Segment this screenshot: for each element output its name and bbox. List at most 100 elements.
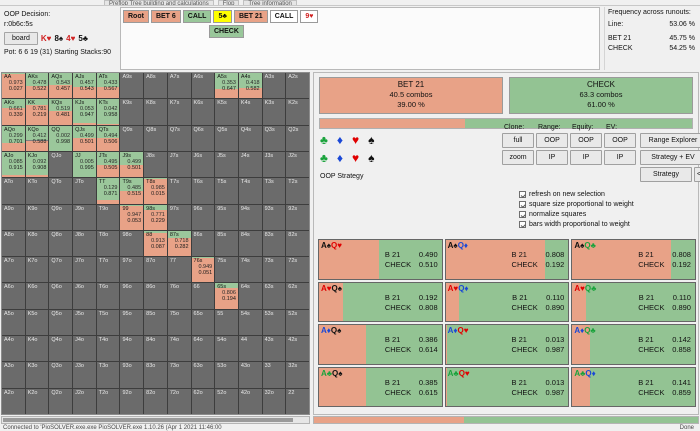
board-button[interactable]: board — [4, 32, 38, 45]
matrix-cell-TT[interactable]: TT 0.129 0.871 — [96, 178, 120, 204]
matrix-cell-J3o[interactable]: J3o — [73, 362, 96, 388]
matrix-cell-J8s[interactable]: J8s — [144, 151, 167, 178]
collapse-button[interactable]: < — [694, 167, 700, 182]
matrix-cell-Q4o[interactable]: Q4o — [49, 336, 73, 362]
matrix-cell-75o[interactable]: 75o — [167, 309, 191, 336]
matrix-cell-82o[interactable]: 82o — [144, 388, 167, 414]
matrix-cell-QJs[interactable]: QJs 0.499 0.501 — [73, 125, 96, 151]
combo-cell-AcQs[interactable]: A♣Q♠ B 21 0.385 CHECK 0.615 — [318, 366, 443, 407]
matrix-cell-74s[interactable]: 74s — [238, 257, 262, 283]
equity-ip-button[interactable]: IP — [570, 150, 602, 165]
matrix-cell-ATo[interactable]: ATo — [2, 178, 25, 204]
matrix-cell-93o[interactable]: 93o — [120, 362, 144, 388]
matrix-cell-T7o[interactable]: T7o — [96, 257, 120, 283]
combo-strategy-grid[interactable]: A♠Q♥ B 21 0.490 CHECK 0.510 A♠Q♦ B 21 0.808 CHEC… — [318, 239, 696, 407]
matrix-cell-63s[interactable]: 63s — [262, 283, 286, 309]
matrix-cell-JTs[interactable]: JTs 0.495 0.505 — [96, 151, 120, 178]
matrix-cell-QTs[interactable]: QTs 0.494 0.506 — [96, 125, 120, 151]
matrix-cell-54o[interactable]: 54o — [215, 336, 238, 362]
matrix-cell-T5o[interactable]: T5o — [96, 309, 120, 336]
matrix-cell-97o[interactable]: 97o — [120, 257, 144, 283]
matrix-cell-87o[interactable]: 87o — [144, 257, 167, 283]
matrix-cell-KQo[interactable]: KQo 0.412 0.588 — [25, 125, 49, 151]
matrix-cell-K6o[interactable]: K6o — [25, 283, 49, 309]
action-box-bet[interactable]: BET 21 40.5 combos 39.00 % — [319, 77, 503, 114]
matrix-cell-Q5s[interactable]: Q5s — [215, 125, 238, 151]
combo-cell-AsQc[interactable]: A♠Q♣ B 21 0.808 CHECK 0.192 — [571, 239, 696, 280]
matrix-cell-55[interactable]: 55 — [215, 309, 238, 336]
tree-node-5-[interactable]: 5♣ — [213, 10, 232, 23]
matrix-cell-Q4s[interactable]: Q4s — [238, 125, 262, 151]
matrix-cell-A9o[interactable]: A9o — [2, 204, 25, 230]
club-suit-icon[interactable]: ♣ — [320, 151, 328, 165]
matrix-cell-K5s[interactable]: K5s — [215, 99, 238, 125]
matrix-cell-Q9o[interactable]: Q9o — [49, 204, 73, 230]
matrix-cell-84s[interactable]: 84s — [238, 230, 262, 257]
matrix-cell-A8o[interactable]: A8o — [2, 230, 25, 257]
matrix-cell-KJs[interactable]: KJs 0.053 0.947 — [73, 99, 96, 125]
matrix-cell-AKs[interactable]: AKs 0.478 0.522 — [25, 73, 49, 99]
matrix-cell-32s[interactable]: 32s — [286, 362, 309, 388]
matrix-cell-K4o[interactable]: K4o — [25, 336, 49, 362]
matrix-cell-KTs[interactable]: KTs 0.042 0.958 — [96, 99, 120, 125]
matrix-cell-T6s[interactable]: T6s — [191, 178, 215, 204]
matrix-cell-T2o[interactable]: T2o — [96, 388, 120, 414]
diamond-suit-icon[interactable]: ♦ — [336, 133, 343, 147]
combo-cell-AcQh[interactable]: A♣Q♥ B 21 0.013 CHECK 0.987 — [444, 366, 570, 407]
matrix-cell-J6s[interactable]: J6s — [191, 151, 215, 178]
tree-node-9-[interactable]: 9♥ — [300, 10, 319, 23]
matrix-cell-Q6o[interactable]: Q6o — [49, 283, 73, 309]
club-suit-icon[interactable]: ♣ — [320, 133, 328, 147]
matrix-cell-88[interactable]: 88 0.913 0.087 — [144, 230, 167, 257]
matrix-cell-32o[interactable]: 32o — [262, 388, 286, 414]
matrix-cell-42s[interactable]: 42s — [286, 336, 309, 362]
matrix-cell-J8o[interactable]: J8o — [73, 230, 96, 257]
spade-suit-icon[interactable]: ♠ — [368, 151, 375, 165]
matrix-cell-T9o[interactable]: T9o — [96, 204, 120, 230]
matrix-cell-JJ[interactable]: JJ 0.005 0.995 — [73, 151, 96, 178]
matrix-cell-77[interactable]: 77 — [167, 257, 191, 283]
matrix-cell-QQ[interactable]: QQ 0.002 0.998 — [49, 125, 73, 151]
combo-cell-AdQc[interactable]: A♦Q♣ B 21 0.142 CHECK 0.858 — [571, 324, 696, 365]
matrix-cell-84o[interactable]: 84o — [144, 336, 167, 362]
matrix-cell-ATs[interactable]: ATs 0.433 0.567 — [96, 73, 120, 99]
matrix-cell-85o[interactable]: 85o — [144, 309, 167, 336]
matrix-cell-64o[interactable]: 64o — [191, 336, 215, 362]
matrix-cell-QTo[interactable]: QTo — [49, 178, 73, 204]
matrix-cell-A7o[interactable]: A7o — [2, 257, 25, 283]
matrix-cell-73o[interactable]: 73o — [167, 362, 191, 388]
matrix-cell-98s[interactable]: 98s 0.771 0.229 — [144, 204, 167, 230]
diamond-suit-icon[interactable]: ♦ — [336, 151, 343, 165]
matrix-cell-Q8s[interactable]: Q8s — [144, 125, 167, 151]
matrix-cell-86s[interactable]: 86s — [191, 230, 215, 257]
scrollbar-thumb[interactable] — [3, 418, 293, 422]
suit-filter-row-2[interactable]: ♣ ♦ ♥ ♠ — [320, 152, 698, 164]
combo-cell-AdQh[interactable]: A♦Q♥ B 21 0.013 CHECK 0.987 — [444, 324, 570, 365]
matrix-cell-33[interactable]: 33 — [262, 362, 286, 388]
combo-cell-AhQd[interactable]: A♥Q♦ B 21 0.110 CHECK 0.890 — [444, 281, 570, 322]
action-box-check[interactable]: CHECK 63.3 combos 61.00 % — [509, 77, 693, 114]
checkbox-icon[interactable] — [519, 211, 526, 218]
matrix-cell-86o[interactable]: 86o — [144, 283, 167, 309]
matrix-cell-87s[interactable]: 87s 0.718 0.282 — [167, 230, 191, 257]
matrix-cell-Q8o[interactable]: Q8o — [49, 230, 73, 257]
matrix-cell-74o[interactable]: 74o — [167, 336, 191, 362]
strategy-ev-button[interactable]: Strategy + EV — [640, 150, 700, 165]
matrix-cell-96s[interactable]: 96s — [191, 204, 215, 230]
combo-cell-AhQs[interactable]: A♥Q♠ B 21 0.192 CHECK 0.808 — [318, 281, 443, 322]
matrix-cell-76s[interactable]: 76s 0.949 0.051 — [191, 257, 215, 283]
tab-preflop-tree[interactable]: Preflop Tree building and calculations — [104, 0, 214, 5]
matrix-cell-92s[interactable]: 92s — [286, 204, 309, 230]
matrix-cell-53s[interactable]: 53s — [262, 309, 286, 336]
matrix-cell-Q7s[interactable]: Q7s — [167, 125, 191, 151]
matrix-cell-KTo[interactable]: KTo — [25, 178, 49, 204]
matrix-cell-53o[interactable]: 53o — [215, 362, 238, 388]
matrix-cell-T8o[interactable]: T8o — [96, 230, 120, 257]
matrix-cell-T4o[interactable]: T4o — [96, 336, 120, 362]
matrix-cell-65s[interactable]: 65s 0.806 0.194 — [215, 283, 238, 309]
matrix-cell-QJo[interactable]: QJo — [49, 151, 73, 178]
tab-tree-information[interactable]: Tree information — [243, 0, 297, 5]
ev-oop-button[interactable]: OOP — [604, 133, 636, 148]
range-oop-button[interactable]: OOP — [536, 133, 568, 148]
matrix-cell-J2o[interactable]: J2o — [73, 388, 96, 414]
